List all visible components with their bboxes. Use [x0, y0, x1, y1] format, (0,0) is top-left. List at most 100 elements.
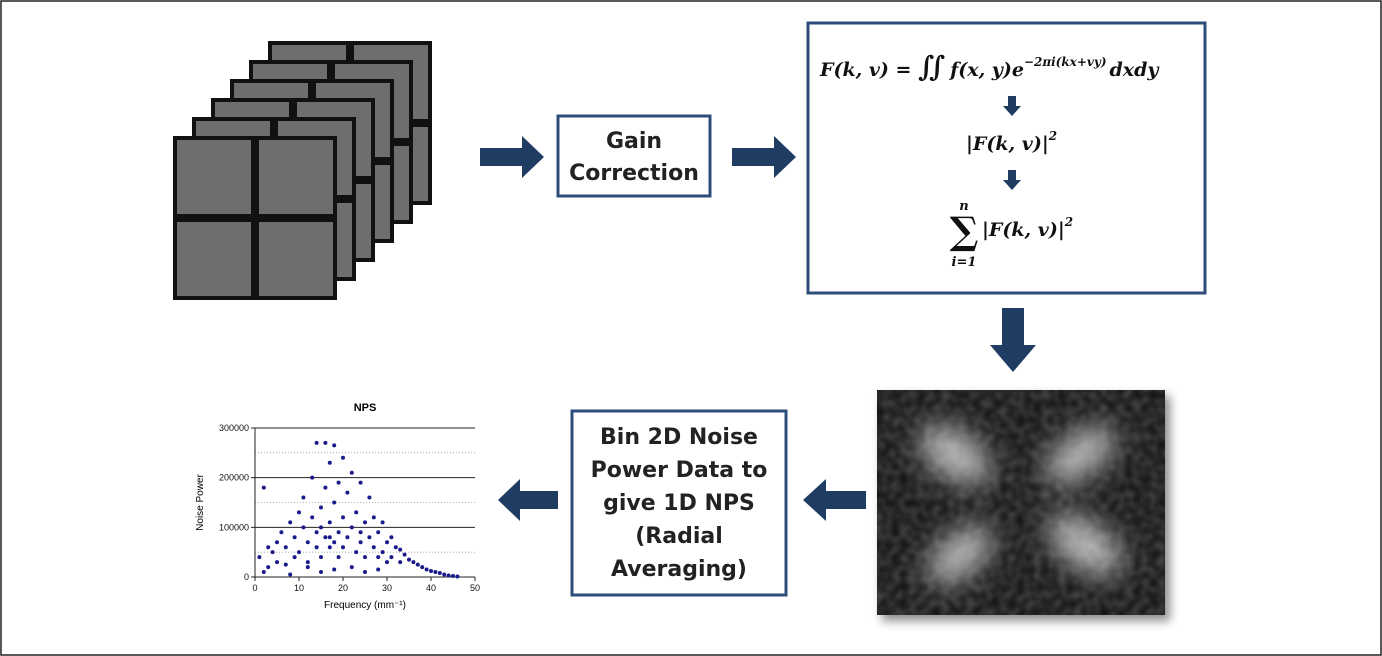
page: Gain Correction F(k, v) = ∬f(x, y)e−2πi(… — [0, 0, 1382, 656]
point — [385, 560, 389, 564]
point — [328, 535, 332, 539]
point — [284, 563, 288, 567]
box-label: give 1D NPS — [603, 491, 755, 516]
point — [359, 540, 363, 544]
point — [376, 555, 380, 559]
image-tile — [257, 220, 335, 298]
sum-lower: i=1 — [952, 255, 977, 270]
noise-image — [877, 390, 1165, 615]
point — [288, 573, 292, 577]
point — [429, 569, 433, 573]
x-tick-label: 20 — [338, 583, 348, 593]
point — [315, 441, 319, 445]
arrow — [803, 479, 866, 521]
point — [306, 540, 310, 544]
arrow — [480, 136, 544, 178]
arrow — [498, 479, 558, 521]
x-tick-label: 30 — [382, 583, 392, 593]
point — [266, 565, 270, 569]
point — [350, 525, 354, 529]
point — [372, 545, 376, 549]
point — [319, 570, 323, 574]
point — [337, 530, 341, 534]
point — [389, 555, 393, 559]
point — [337, 481, 341, 485]
point — [425, 568, 429, 572]
point — [451, 574, 455, 578]
point — [306, 565, 310, 569]
point — [341, 456, 345, 460]
point — [323, 486, 327, 490]
point — [367, 496, 371, 500]
point — [420, 565, 424, 569]
point — [372, 515, 376, 519]
point — [438, 571, 442, 575]
box-label: Gain — [606, 129, 662, 154]
point — [447, 574, 451, 578]
point — [416, 563, 420, 567]
point — [381, 520, 385, 524]
point — [367, 535, 371, 539]
point — [354, 550, 358, 554]
y-axis-label: Noise Power — [195, 473, 206, 530]
point — [345, 491, 349, 495]
point — [328, 520, 332, 524]
point — [319, 505, 323, 509]
point — [385, 540, 389, 544]
point — [389, 535, 393, 539]
point — [376, 568, 380, 572]
arrow — [990, 308, 1036, 372]
point — [363, 570, 367, 574]
box-label: (Radial — [635, 524, 723, 549]
chart-title: NPS — [354, 402, 377, 414]
point — [381, 550, 385, 554]
point — [341, 515, 345, 519]
point — [279, 530, 283, 534]
point — [297, 510, 301, 514]
y-tick-label: 0 — [244, 572, 249, 582]
point — [376, 530, 380, 534]
point — [275, 560, 279, 564]
x-tick-label: 10 — [294, 583, 304, 593]
box-label: Power Data to — [591, 458, 768, 483]
point — [407, 558, 411, 562]
point — [301, 525, 305, 529]
point — [341, 545, 345, 549]
sum-symbol: ∑ — [950, 208, 979, 253]
image-stacks — [175, 43, 430, 298]
point — [394, 545, 398, 549]
y-tick-label: 100000 — [219, 522, 249, 532]
image-tile — [257, 138, 335, 216]
point — [398, 548, 402, 552]
point — [297, 550, 301, 554]
point — [433, 570, 437, 574]
point — [345, 535, 349, 539]
box-label: Bin 2D Noise — [600, 425, 758, 450]
point — [350, 565, 354, 569]
point — [293, 555, 297, 559]
point — [271, 550, 275, 554]
point — [310, 515, 314, 519]
formula: |F(k, v)|2 — [966, 129, 1057, 155]
point — [319, 555, 323, 559]
point — [403, 553, 407, 557]
x-axis-label: Frequency (mm⁻¹) — [324, 600, 406, 611]
point — [332, 501, 336, 505]
point — [411, 560, 415, 564]
point — [363, 555, 367, 559]
y-tick-label: 300000 — [219, 423, 249, 433]
point — [266, 545, 270, 549]
point — [323, 441, 327, 445]
point — [315, 545, 319, 549]
point — [315, 530, 319, 534]
point — [328, 545, 332, 549]
point — [328, 461, 332, 465]
image-tile — [175, 220, 253, 298]
formula: |F(k, v)|2 — [982, 215, 1073, 241]
x-tick-label: 40 — [426, 583, 436, 593]
box-label: Correction — [569, 161, 699, 186]
point — [262, 570, 266, 574]
point — [306, 560, 310, 564]
point — [262, 486, 266, 490]
